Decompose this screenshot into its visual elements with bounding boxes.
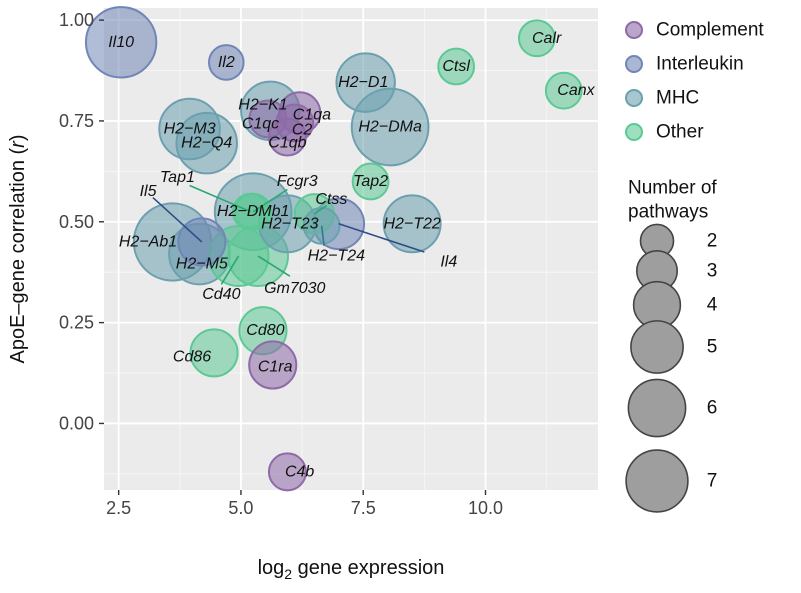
bubble-c1ra [248,340,298,390]
bubble-c4b [267,452,307,492]
leader-line-fcgr3 [252,188,288,213]
bubble-il10 [84,6,158,79]
y-axis-title: ApoE–gene correlation (r) [7,134,29,363]
gene-label-h2-t23: H2−T23 [261,215,318,232]
gene-label-c1qc: C1qc [242,115,279,132]
gene-label-c1qb: C1qb [268,135,306,152]
gene-label-fcgr3: Fcgr3 [277,173,318,190]
legend-label-interleukin: Interleukin [656,54,744,75]
gene-label-calr: Calr [532,30,562,47]
gene-label-gm7030: Gm7030 [264,280,325,297]
legend-swatch-other [625,123,643,141]
gene-label-cd86: Cd86 [173,348,211,365]
gene-label-h2-t24: H2−T24 [308,248,365,265]
x-axis-title: log2 gene expression [258,557,445,582]
x-tick-label: 5.0 [228,498,253,518]
bubble-ctsl [437,47,476,86]
gene-label-ctss: Ctss [315,191,347,208]
gene-label-tap1: Tap1 [160,169,195,186]
y-tick-label: 1.00 [59,10,94,30]
gene-label-h2-ab1: H2−Ab1 [119,233,177,250]
size-legend-circle [627,378,687,438]
bubble-h2-d1 [335,52,396,113]
x-tick-label: 10.0 [468,498,503,518]
leader-line-cd40 [220,255,240,285]
x-tick-label: 7.5 [351,498,376,518]
leader-line-h2-t24 [320,225,325,247]
bubble-h2-q4 [175,111,238,175]
y-tick-label: 0.50 [59,212,94,232]
bubble-cd86 [189,328,239,378]
gene-label-tap2: Tap2 [353,173,388,190]
axes-layer: 2.5 5.0 7.5 10.0 0.00 0.25 0.50 0.75 1.00 log2 ge… [7,10,503,582]
gene-label-il10: Il10 [108,34,134,51]
bubble-tap2 [351,162,390,201]
leader-line-gm7030 [257,255,291,277]
gene-labels-layer: Il10Il2CalrCtslCanxH2−D1H2−DMaH2−K1C1qaC… [108,30,595,481]
gene-label-il2: Il2 [218,54,235,71]
y-tick-label: 0.25 [59,313,94,333]
bubble-il2 [208,44,245,81]
gene-label-canx: Canx [557,82,595,99]
bubble-calr [517,19,556,58]
size-legend-circle [630,320,684,374]
gene-label-il4: Il4 [440,254,457,271]
leader-lines-layer [152,184,425,285]
gene-label-h2-t22: H2−T22 [383,215,440,232]
size-legend-circle [625,449,689,513]
size-legend-label: 2 [707,231,718,252]
gene-label-il5: Il5 [140,183,157,200]
leader-line-il5 [152,196,203,243]
gene-label-cd80: Cd80 [246,322,284,339]
bubble-h2-t22 [382,194,442,254]
leader-line-ctss [313,204,327,215]
size-legend-title: pathways [628,202,708,223]
gene-label-h2-dmb1: H2−DMb1 [217,203,289,220]
gene-label-ctsl: Ctsl [442,58,470,75]
leader-line-tap1 [189,184,252,213]
x-tick-label: 2.5 [106,498,131,518]
size-legend-label: 3 [707,261,718,282]
legend-swatch-mhc [625,89,643,107]
gene-label-c4b: C4b [285,463,314,480]
legend-swatch-interleukin [625,55,643,73]
legend-label-mhc: MHC [656,88,699,109]
size-legend-label: 4 [707,295,718,316]
leader-line-il4 [338,223,425,253]
size-legend-label: 7 [707,471,718,492]
size-legend-title: Number of [628,178,717,199]
gene-label-h2-m3: H2−M3 [164,121,216,138]
gene-label-h2-q4: H2−Q4 [181,135,232,152]
gene-label-h2-m5: H2−M5 [176,256,228,273]
legend-swatch-complement [625,21,643,39]
y-tick-label: 0.75 [59,111,94,131]
gene-label-h2-dma: H2−DMa [358,118,422,135]
legend: Complement Interleukin MHC Other Number of pa… [625,20,764,513]
gene-label-cd40: Cd40 [202,286,240,303]
bubble-c1qb [267,117,307,157]
gene-label-h2-d1: H2−D1 [338,74,388,91]
gene-label-c1ra: C1ra [258,358,293,375]
gene-label-c1qa: C1qa [293,106,331,123]
y-tick-label: 0.00 [59,413,94,433]
bubble-canx [544,71,583,110]
size-legend-label: 6 [707,398,718,419]
size-legend-label: 5 [707,337,718,358]
legend-label-other: Other [656,122,704,143]
gene-label-c2: C2 [292,122,313,139]
gene-label-h2-k1: H2−K1 [238,96,287,113]
legend-label-complement: Complement [656,20,764,41]
